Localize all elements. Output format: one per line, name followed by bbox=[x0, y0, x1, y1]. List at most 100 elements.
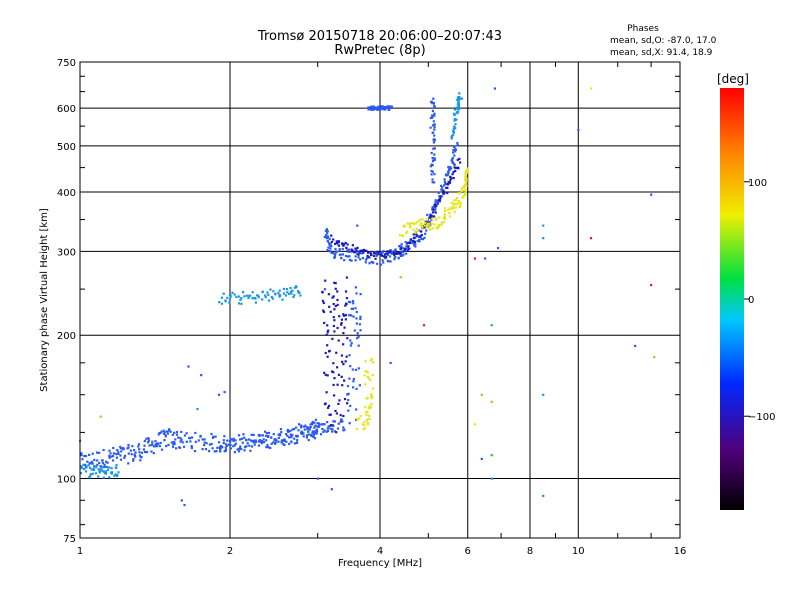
data-point bbox=[356, 246, 359, 249]
x-tick-label: 6 bbox=[465, 546, 471, 557]
data-point bbox=[310, 423, 313, 426]
data-point bbox=[337, 339, 340, 342]
data-point bbox=[330, 370, 334, 373]
data-point bbox=[103, 463, 106, 466]
data-point bbox=[283, 438, 286, 441]
data-point bbox=[194, 440, 197, 444]
data-point bbox=[249, 439, 252, 442]
data-point bbox=[292, 427, 296, 431]
data-point bbox=[306, 427, 309, 431]
data-point bbox=[347, 409, 350, 412]
data-point bbox=[369, 405, 372, 408]
data-point bbox=[457, 103, 460, 106]
data-point bbox=[120, 450, 123, 453]
data-point bbox=[307, 438, 310, 442]
data-point bbox=[265, 439, 268, 442]
data-point bbox=[349, 344, 353, 347]
data-point bbox=[434, 201, 437, 204]
data-point bbox=[297, 289, 300, 293]
data-point bbox=[327, 246, 330, 249]
data-point bbox=[223, 390, 226, 394]
data-point bbox=[132, 449, 136, 452]
data-point bbox=[454, 203, 457, 206]
data-point bbox=[337, 373, 341, 376]
data-point bbox=[422, 324, 426, 327]
data-point bbox=[117, 452, 120, 456]
data-point bbox=[253, 441, 256, 444]
data-point bbox=[542, 494, 545, 497]
data-point bbox=[346, 337, 349, 340]
data-point bbox=[464, 171, 467, 175]
data-point bbox=[96, 463, 99, 466]
data-point bbox=[264, 430, 267, 433]
data-point bbox=[431, 170, 434, 173]
data-point bbox=[409, 238, 412, 241]
data-point bbox=[289, 290, 293, 293]
data-point bbox=[316, 422, 319, 425]
data-point bbox=[110, 467, 113, 470]
data-point bbox=[327, 350, 331, 353]
data-point bbox=[142, 448, 146, 451]
data-point bbox=[327, 404, 331, 408]
data-point bbox=[337, 402, 340, 406]
data-point bbox=[357, 250, 360, 253]
data-point bbox=[250, 445, 254, 448]
data-point bbox=[334, 282, 337, 285]
data-point bbox=[454, 123, 457, 126]
data-point bbox=[326, 421, 329, 424]
data-point bbox=[235, 295, 238, 299]
data-point bbox=[110, 455, 113, 458]
data-point bbox=[210, 432, 213, 436]
data-point bbox=[246, 442, 249, 445]
data-point bbox=[336, 383, 339, 386]
data-point bbox=[157, 433, 160, 436]
data-point bbox=[329, 250, 332, 253]
data-point bbox=[261, 434, 265, 437]
data-point bbox=[432, 147, 435, 150]
data-point bbox=[416, 234, 419, 237]
data-point bbox=[442, 217, 445, 220]
data-point bbox=[454, 150, 457, 153]
data-point bbox=[278, 433, 282, 436]
data-point bbox=[329, 424, 332, 427]
data-point bbox=[83, 454, 86, 458]
data-point bbox=[285, 288, 289, 291]
data-point bbox=[328, 237, 331, 240]
data-point bbox=[393, 253, 396, 257]
data-point bbox=[387, 106, 391, 109]
data-point bbox=[443, 215, 446, 218]
data-point bbox=[448, 181, 452, 184]
data-point bbox=[345, 355, 348, 358]
data-point bbox=[295, 441, 299, 444]
data-point bbox=[457, 99, 460, 102]
data-point bbox=[266, 444, 269, 447]
x-tick-label: 10 bbox=[572, 546, 585, 557]
data-point bbox=[287, 292, 291, 295]
data-point bbox=[119, 445, 122, 448]
data-point bbox=[243, 436, 246, 439]
data-point bbox=[419, 224, 422, 227]
data-point bbox=[344, 314, 348, 317]
data-point bbox=[441, 188, 444, 192]
data-point bbox=[91, 452, 94, 455]
data-point bbox=[459, 97, 462, 100]
data-point bbox=[417, 219, 421, 222]
data-point bbox=[80, 452, 83, 455]
data-point bbox=[354, 286, 358, 289]
data-point bbox=[442, 190, 445, 193]
data-point bbox=[387, 107, 390, 111]
data-point bbox=[102, 448, 105, 452]
data-point bbox=[650, 284, 653, 287]
data-point bbox=[403, 247, 406, 250]
data-point bbox=[351, 299, 355, 303]
data-point bbox=[162, 429, 165, 432]
data-point bbox=[431, 178, 434, 181]
data-point bbox=[399, 233, 402, 237]
data-point bbox=[359, 414, 362, 418]
data-point bbox=[433, 126, 436, 129]
data-point bbox=[314, 424, 317, 427]
data-point bbox=[317, 422, 321, 425]
chart-title: Tromsø 20150718 20:06:00–20:07:43 bbox=[257, 29, 502, 44]
data-point bbox=[337, 422, 340, 425]
data-point bbox=[338, 248, 341, 251]
